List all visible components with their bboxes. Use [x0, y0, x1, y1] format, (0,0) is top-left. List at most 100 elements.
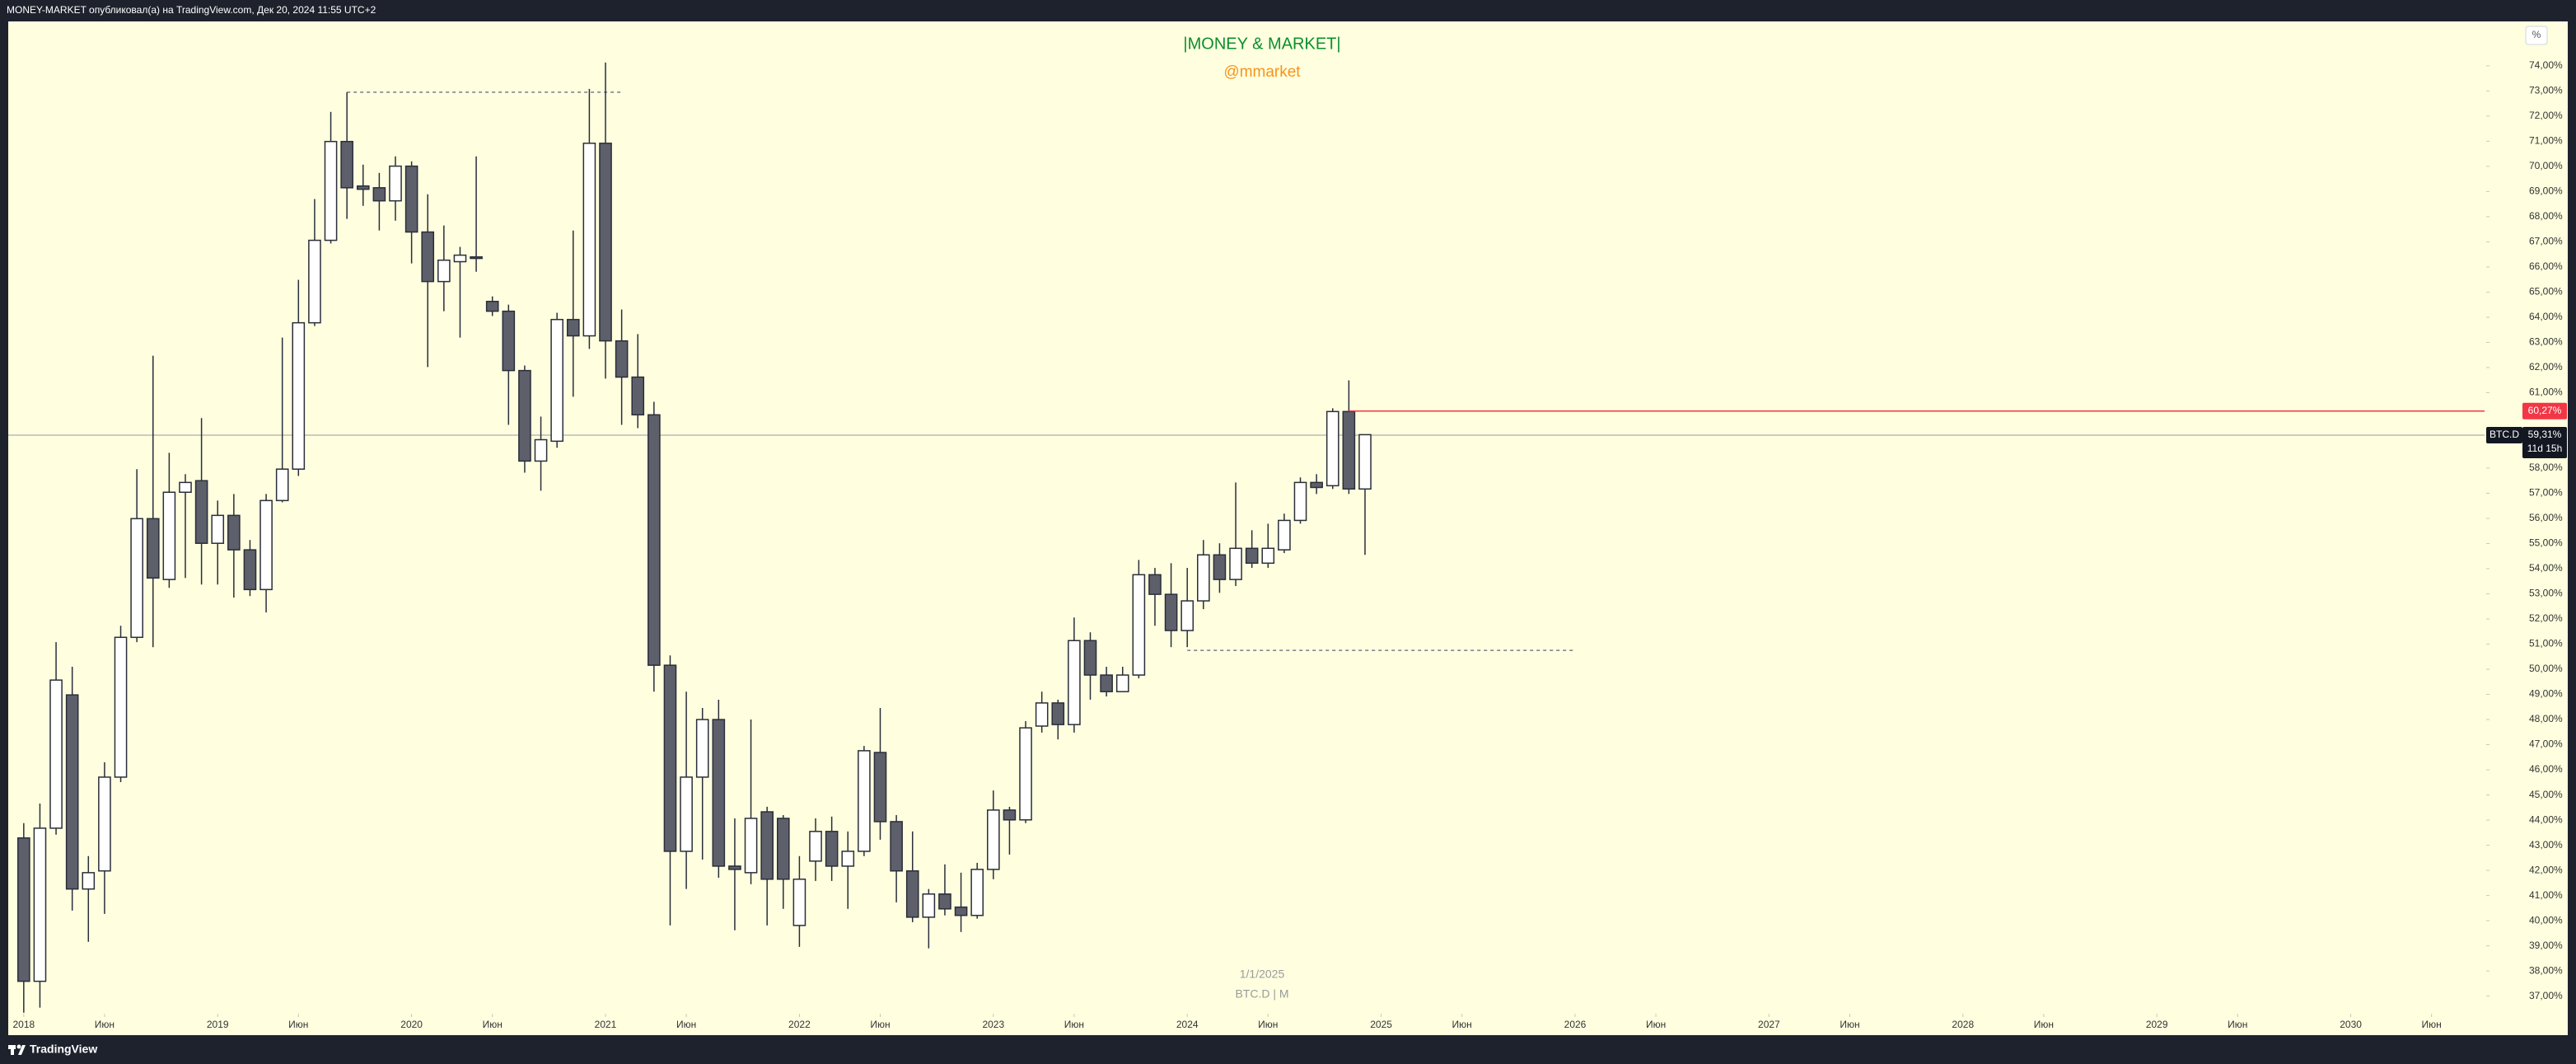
candle-body — [49, 679, 63, 829]
x-tick-label: 2029 — [2146, 1019, 2168, 1030]
x-tick-label: Июн — [288, 1019, 308, 1030]
chart-subtitle: @mmarket — [1223, 63, 1301, 81]
candle-body — [825, 831, 839, 867]
candle-body — [324, 140, 338, 241]
candle-body — [695, 719, 709, 778]
candle-body — [1278, 519, 1291, 551]
candle-body — [1229, 547, 1242, 580]
candle-body — [1310, 481, 1323, 489]
x-tick-label: 2022 — [788, 1019, 811, 1030]
candle-body — [599, 143, 612, 342]
y-tick-label: 42,00% — [2529, 864, 2563, 875]
y-tick-label: 49,00% — [2529, 688, 2563, 700]
x-tick-label: Июн — [870, 1019, 890, 1030]
y-tick-label: 69,00% — [2529, 185, 2563, 197]
candle-body — [1083, 640, 1097, 676]
candle-body — [485, 300, 499, 312]
candle-body — [922, 893, 936, 918]
candle-body — [792, 879, 806, 926]
x-tick-label: Июн — [2228, 1019, 2247, 1030]
y-tick-label: 41,00% — [2529, 889, 2563, 901]
candle-body — [437, 259, 451, 283]
y-tick-label: 56,00% — [2529, 512, 2563, 523]
x-tick-label: 2027 — [1758, 1019, 1780, 1030]
candle-body — [986, 809, 1000, 870]
x-tick-label: 2018 — [12, 1019, 35, 1030]
y-tick-label: 58,00% — [2529, 462, 2563, 473]
candle-body — [1035, 702, 1049, 727]
watermark-date: 1/1/2025 — [1240, 968, 1285, 981]
x-tick-label: Июн — [95, 1019, 115, 1030]
x-tick-label: Июн — [1452, 1019, 1472, 1030]
candle-body — [404, 165, 418, 233]
candle-body — [631, 376, 645, 416]
candle-body — [340, 140, 353, 189]
candle-body — [421, 231, 435, 283]
candle-body — [453, 254, 467, 263]
candle-body — [1261, 547, 1275, 565]
y-tick-label: 66,00% — [2529, 260, 2563, 272]
y-tick-label: 74,00% — [2529, 59, 2563, 71]
candle-body — [728, 865, 741, 870]
y-tick-label: 43,00% — [2529, 839, 2563, 851]
x-tick-label: Июн — [483, 1019, 503, 1030]
x-tick-label: 2020 — [400, 1019, 423, 1030]
candle-body — [550, 318, 563, 443]
symbol-badge — [2486, 427, 2522, 444]
candle-body — [776, 818, 790, 880]
y-tick-label: 50,00% — [2529, 663, 2563, 674]
candle-body — [65, 694, 79, 890]
candle-body — [954, 906, 968, 916]
footer-logo — [8, 1044, 26, 1055]
candle-body — [938, 893, 951, 910]
x-tick-label: 2021 — [595, 1019, 617, 1030]
y-tick-label: 68,00% — [2529, 210, 2563, 222]
y-tick-label: 47,00% — [2529, 738, 2563, 750]
candle-body — [1358, 434, 1372, 490]
candle-body — [372, 187, 386, 202]
candle-body — [905, 869, 919, 918]
y-tick-label: 63,00% — [2529, 336, 2563, 348]
candle-body — [227, 514, 241, 551]
price-badge-label: 60,27% — [2528, 405, 2562, 416]
candle-body — [760, 811, 774, 880]
watermark-symbol: BTC.D | M — [1235, 987, 1288, 1001]
y-tick-label: 46,00% — [2529, 763, 2563, 775]
candle-body — [582, 143, 596, 337]
candle-body — [211, 514, 225, 544]
candle-body — [1164, 593, 1178, 631]
y-tick-label: 37,00% — [2529, 990, 2563, 1001]
x-tick-label: 2028 — [1952, 1019, 1974, 1030]
candle-body — [1293, 481, 1307, 522]
candle-body — [1180, 600, 1194, 631]
candle-body — [502, 310, 516, 372]
candle-body — [130, 518, 143, 639]
last-price-label: 59,31% — [2528, 429, 2562, 440]
x-tick-label: Июн — [676, 1019, 696, 1030]
header-text: MONEY-MARKET опубликовал(а) на TradingVi… — [7, 4, 376, 16]
candle-body — [292, 321, 306, 470]
candle-body — [1100, 674, 1113, 692]
candle-body — [1019, 727, 1032, 821]
candle-body — [534, 438, 548, 462]
chart-title: |MONEY & MARKET| — [1183, 35, 1340, 53]
scale-button-label[interactable]: % — [2532, 29, 2541, 40]
candle-body — [275, 468, 289, 502]
y-tick-label: 54,00% — [2529, 562, 2563, 574]
candle-body — [17, 837, 30, 982]
x-tick-label: 2023 — [982, 1019, 1004, 1030]
x-tick-label: Июн — [1064, 1019, 1084, 1030]
candle-body — [712, 719, 726, 867]
candle-body — [566, 318, 580, 337]
candle-body — [744, 818, 758, 874]
countdown-label: 11d 15h — [2527, 443, 2563, 454]
candle-body — [82, 872, 96, 890]
scale-button[interactable] — [2525, 26, 2548, 45]
candle-body — [1342, 410, 1356, 490]
candle-body — [1132, 574, 1146, 676]
y-tick-label: 67,00% — [2529, 236, 2563, 247]
candle-body — [1325, 410, 1339, 487]
x-tick-label: Июн — [1840, 1019, 1859, 1030]
candle-body — [1003, 809, 1017, 821]
